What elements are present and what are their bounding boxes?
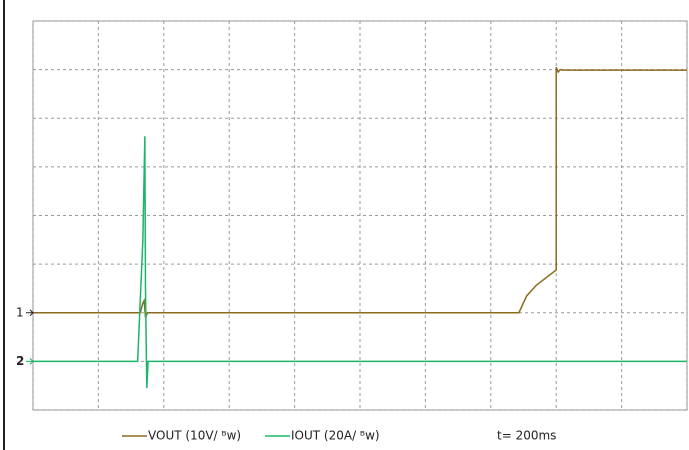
channel-arrow [26,309,34,317]
legend-label: VOUT (10V/ ᴮw) [148,429,241,443]
series-line [33,136,687,389]
timebase-label: t= 200ms [497,429,556,443]
channel-marker: 2 [16,354,24,368]
legend-label: IOUT (20A/ ᴮw) [291,429,380,443]
channel-marker: 1 [16,305,24,319]
series-line [33,66,687,318]
channel-arrow [26,358,34,365]
